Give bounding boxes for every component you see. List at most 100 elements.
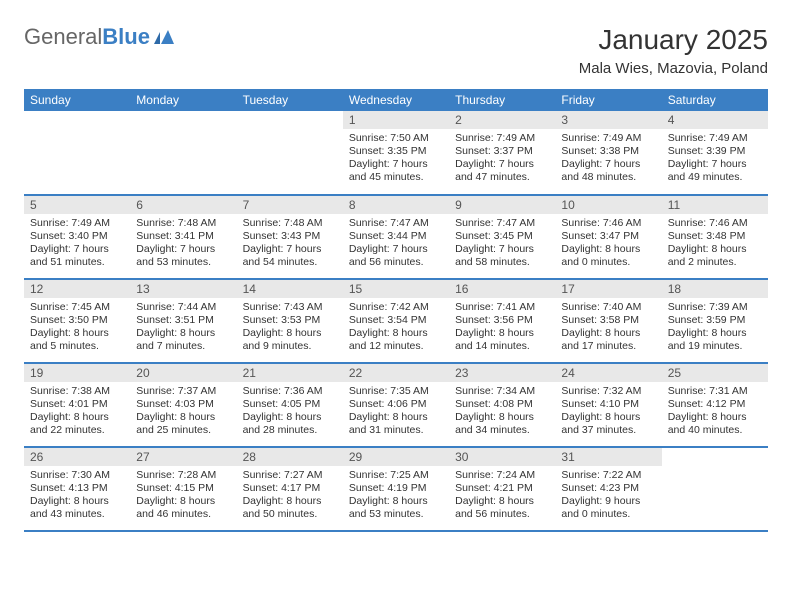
calendar-cell: 1Sunrise: 7:50 AMSunset: 3:35 PMDaylight… — [343, 111, 449, 195]
detail-line: Sunrise: 7:28 AM — [136, 469, 230, 482]
detail-line: Daylight: 8 hours — [455, 327, 549, 340]
detail-line: Sunrise: 7:35 AM — [349, 385, 443, 398]
day-number: 9 — [449, 196, 555, 214]
detail-line: and 53 minutes. — [136, 256, 230, 269]
detail-line: Daylight: 8 hours — [561, 411, 655, 424]
detail-line: Sunrise: 7:45 AM — [30, 301, 124, 314]
day-number: 15 — [343, 280, 449, 298]
calendar-cell — [662, 447, 768, 531]
detail-line: Sunrise: 7:48 AM — [136, 217, 230, 230]
day-details: Sunrise: 7:27 AMSunset: 4:17 PMDaylight:… — [237, 466, 343, 528]
day-details: Sunrise: 7:43 AMSunset: 3:53 PMDaylight:… — [237, 298, 343, 360]
day-number: 28 — [237, 448, 343, 466]
detail-line: Sunset: 3:41 PM — [136, 230, 230, 243]
detail-line: Sunset: 3:58 PM — [561, 314, 655, 327]
day-details: Sunrise: 7:28 AMSunset: 4:15 PMDaylight:… — [130, 466, 236, 528]
day-number: 26 — [24, 448, 130, 466]
detail-line: and 49 minutes. — [668, 171, 762, 184]
calendar-cell: 28Sunrise: 7:27 AMSunset: 4:17 PMDayligh… — [237, 447, 343, 531]
detail-line: Sunrise: 7:39 AM — [668, 301, 762, 314]
calendar-cell: 15Sunrise: 7:42 AMSunset: 3:54 PMDayligh… — [343, 279, 449, 363]
calendar-cell: 5Sunrise: 7:49 AMSunset: 3:40 PMDaylight… — [24, 195, 130, 279]
detail-line: Sunset: 3:59 PM — [668, 314, 762, 327]
detail-line: and 22 minutes. — [30, 424, 124, 437]
weekday-header: Friday — [555, 89, 661, 111]
day-details: Sunrise: 7:40 AMSunset: 3:58 PMDaylight:… — [555, 298, 661, 360]
detail-line: Sunset: 4:17 PM — [243, 482, 337, 495]
detail-line: Sunset: 3:37 PM — [455, 145, 549, 158]
calendar-row: 1Sunrise: 7:50 AMSunset: 3:35 PMDaylight… — [24, 111, 768, 195]
calendar-cell: 23Sunrise: 7:34 AMSunset: 4:08 PMDayligh… — [449, 363, 555, 447]
day-details: Sunrise: 7:45 AMSunset: 3:50 PMDaylight:… — [24, 298, 130, 360]
day-details: Sunrise: 7:49 AMSunset: 3:39 PMDaylight:… — [662, 129, 768, 191]
detail-line: Sunset: 3:47 PM — [561, 230, 655, 243]
day-details: Sunrise: 7:46 AMSunset: 3:48 PMDaylight:… — [662, 214, 768, 276]
day-number: 22 — [343, 364, 449, 382]
day-number: 3 — [555, 111, 661, 129]
detail-line: Sunrise: 7:49 AM — [30, 217, 124, 230]
detail-line: Daylight: 7 hours — [561, 158, 655, 171]
detail-line: and 12 minutes. — [349, 340, 443, 353]
detail-line: and 37 minutes. — [561, 424, 655, 437]
detail-line: and 25 minutes. — [136, 424, 230, 437]
detail-line: Sunrise: 7:36 AM — [243, 385, 337, 398]
detail-line: Sunset: 4:10 PM — [561, 398, 655, 411]
calendar-cell — [24, 111, 130, 195]
detail-line: Sunrise: 7:47 AM — [349, 217, 443, 230]
calendar-cell — [237, 111, 343, 195]
detail-line: and 54 minutes. — [243, 256, 337, 269]
day-details: Sunrise: 7:48 AMSunset: 3:43 PMDaylight:… — [237, 214, 343, 276]
detail-line: Sunset: 3:48 PM — [668, 230, 762, 243]
calendar-cell: 8Sunrise: 7:47 AMSunset: 3:44 PMDaylight… — [343, 195, 449, 279]
day-details: Sunrise: 7:36 AMSunset: 4:05 PMDaylight:… — [237, 382, 343, 444]
detail-line: and 14 minutes. — [455, 340, 549, 353]
detail-line: and 9 minutes. — [243, 340, 337, 353]
detail-line: Sunrise: 7:49 AM — [455, 132, 549, 145]
weekday-header: Monday — [130, 89, 236, 111]
calendar-cell: 10Sunrise: 7:46 AMSunset: 3:47 PMDayligh… — [555, 195, 661, 279]
detail-line: and 56 minutes. — [349, 256, 443, 269]
detail-line: Sunrise: 7:42 AM — [349, 301, 443, 314]
title-block: January 2025 Mala Wies, Mazovia, Poland — [579, 24, 768, 77]
day-number: 16 — [449, 280, 555, 298]
detail-line: and 48 minutes. — [561, 171, 655, 184]
day-number: 6 — [130, 196, 236, 214]
brand-logo: GeneralBlue — [24, 24, 174, 50]
month-title: January 2025 — [579, 24, 768, 56]
detail-line: Sunrise: 7:49 AM — [561, 132, 655, 145]
calendar-cell: 31Sunrise: 7:22 AMSunset: 4:23 PMDayligh… — [555, 447, 661, 531]
detail-line: Sunset: 3:53 PM — [243, 314, 337, 327]
day-number: 25 — [662, 364, 768, 382]
detail-line: and 31 minutes. — [349, 424, 443, 437]
calendar-body: 1Sunrise: 7:50 AMSunset: 3:35 PMDaylight… — [24, 111, 768, 531]
day-details: Sunrise: 7:47 AMSunset: 3:45 PMDaylight:… — [449, 214, 555, 276]
detail-line: and 2 minutes. — [668, 256, 762, 269]
detail-line: Daylight: 7 hours — [455, 243, 549, 256]
day-number: 24 — [555, 364, 661, 382]
day-details: Sunrise: 7:50 AMSunset: 3:35 PMDaylight:… — [343, 129, 449, 191]
day-details: Sunrise: 7:49 AMSunset: 3:37 PMDaylight:… — [449, 129, 555, 191]
calendar-cell: 9Sunrise: 7:47 AMSunset: 3:45 PMDaylight… — [449, 195, 555, 279]
day-details: Sunrise: 7:35 AMSunset: 4:06 PMDaylight:… — [343, 382, 449, 444]
detail-line: Daylight: 8 hours — [668, 411, 762, 424]
day-details: Sunrise: 7:41 AMSunset: 3:56 PMDaylight:… — [449, 298, 555, 360]
detail-line: and 40 minutes. — [668, 424, 762, 437]
calendar-cell: 30Sunrise: 7:24 AMSunset: 4:21 PMDayligh… — [449, 447, 555, 531]
calendar-row: 5Sunrise: 7:49 AMSunset: 3:40 PMDaylight… — [24, 195, 768, 279]
day-number: 10 — [555, 196, 661, 214]
weekday-header: Tuesday — [237, 89, 343, 111]
detail-line: Sunset: 3:45 PM — [455, 230, 549, 243]
detail-line: Daylight: 8 hours — [243, 327, 337, 340]
detail-line: and 5 minutes. — [30, 340, 124, 353]
day-details: Sunrise: 7:30 AMSunset: 4:13 PMDaylight:… — [24, 466, 130, 528]
detail-line: Sunrise: 7:27 AM — [243, 469, 337, 482]
detail-line: and 56 minutes. — [455, 508, 549, 521]
calendar-row: 12Sunrise: 7:45 AMSunset: 3:50 PMDayligh… — [24, 279, 768, 363]
detail-line: and 51 minutes. — [30, 256, 124, 269]
day-number: 2 — [449, 111, 555, 129]
detail-line: Sunset: 3:40 PM — [30, 230, 124, 243]
detail-line: Sunrise: 7:30 AM — [30, 469, 124, 482]
day-number: 20 — [130, 364, 236, 382]
day-number: 7 — [237, 196, 343, 214]
calendar-cell: 25Sunrise: 7:31 AMSunset: 4:12 PMDayligh… — [662, 363, 768, 447]
